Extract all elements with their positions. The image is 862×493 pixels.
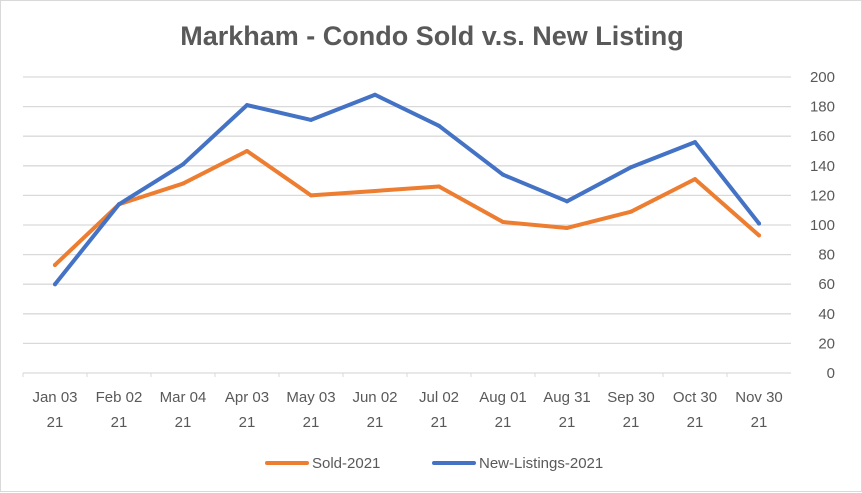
y-tick-label: 140 — [810, 158, 835, 175]
x-tick-label-year: 21 — [303, 414, 320, 431]
data-point — [117, 202, 121, 207]
x-tick-label-year: 21 — [239, 414, 256, 431]
data-point — [757, 221, 761, 226]
x-tick-label-year: 21 — [623, 414, 640, 431]
y-tick-label: 160 — [810, 128, 835, 145]
chart-title: Markham - Condo Sold v.s. New Listing — [180, 21, 684, 51]
data-point — [373, 188, 377, 193]
data-point — [565, 225, 569, 230]
x-tick-label: Oct 30 — [673, 389, 717, 406]
data-point — [245, 149, 249, 153]
x-tick-label: Nov 30 — [735, 389, 783, 406]
x-tick-label: Mar 04 — [160, 389, 207, 406]
x-tick-label-year: 21 — [367, 414, 384, 431]
legend-label: New-Listings-2021 — [479, 455, 603, 472]
data-point — [245, 103, 249, 108]
y-tick-label: 80 — [818, 247, 835, 264]
x-tick-label: Feb 02 — [96, 389, 143, 406]
data-point — [501, 220, 505, 225]
data-point — [309, 117, 313, 122]
y-tick-label: 0 — [827, 365, 835, 382]
x-tick-label: Sep 30 — [607, 389, 655, 406]
y-tick-label: 120 — [810, 187, 835, 204]
series-line-new-listings-2021 — [53, 92, 761, 287]
data-point — [693, 140, 697, 145]
x-tick-label: Apr 03 — [225, 389, 269, 406]
series-line-sold-2021 — [53, 149, 761, 267]
x-tick-label: Aug 31 — [543, 389, 591, 406]
data-point — [437, 184, 441, 189]
data-point — [437, 123, 441, 128]
y-tick-label: 20 — [818, 335, 835, 352]
x-tick-label-year: 21 — [175, 414, 192, 431]
x-tick-label: May 03 — [286, 389, 335, 406]
y-tick-label: 40 — [818, 306, 835, 323]
data-point — [53, 262, 57, 267]
x-tick-label-year: 21 — [495, 414, 512, 431]
y-tick-label: 100 — [810, 217, 835, 234]
legend-label: Sold-2021 — [312, 455, 380, 472]
y-tick-label: 180 — [810, 99, 835, 116]
x-tick-label-year: 21 — [47, 414, 64, 431]
y-tick-label: 200 — [810, 69, 835, 86]
data-point — [53, 282, 57, 287]
x-tick-label: Jun 02 — [352, 389, 397, 406]
data-point — [309, 193, 313, 198]
x-tick-label: Jan 03 — [32, 389, 77, 406]
data-point — [373, 92, 377, 97]
data-point — [501, 172, 505, 177]
x-tick-label: Jul 02 — [419, 389, 459, 406]
data-point — [693, 177, 697, 182]
x-tick-label-year: 21 — [751, 414, 768, 431]
x-tick-label-year: 21 — [431, 414, 448, 431]
data-point — [629, 165, 633, 170]
data-point — [757, 233, 761, 238]
x-tick-label: Aug 01 — [479, 389, 527, 406]
data-point — [181, 162, 185, 167]
y-tick-label: 60 — [818, 276, 835, 293]
data-point — [181, 181, 185, 186]
data-point — [629, 209, 633, 214]
x-tick-label-year: 21 — [559, 414, 576, 431]
x-tick-label-year: 21 — [687, 414, 704, 431]
x-tick-label-year: 21 — [111, 414, 128, 431]
data-point — [565, 199, 569, 204]
